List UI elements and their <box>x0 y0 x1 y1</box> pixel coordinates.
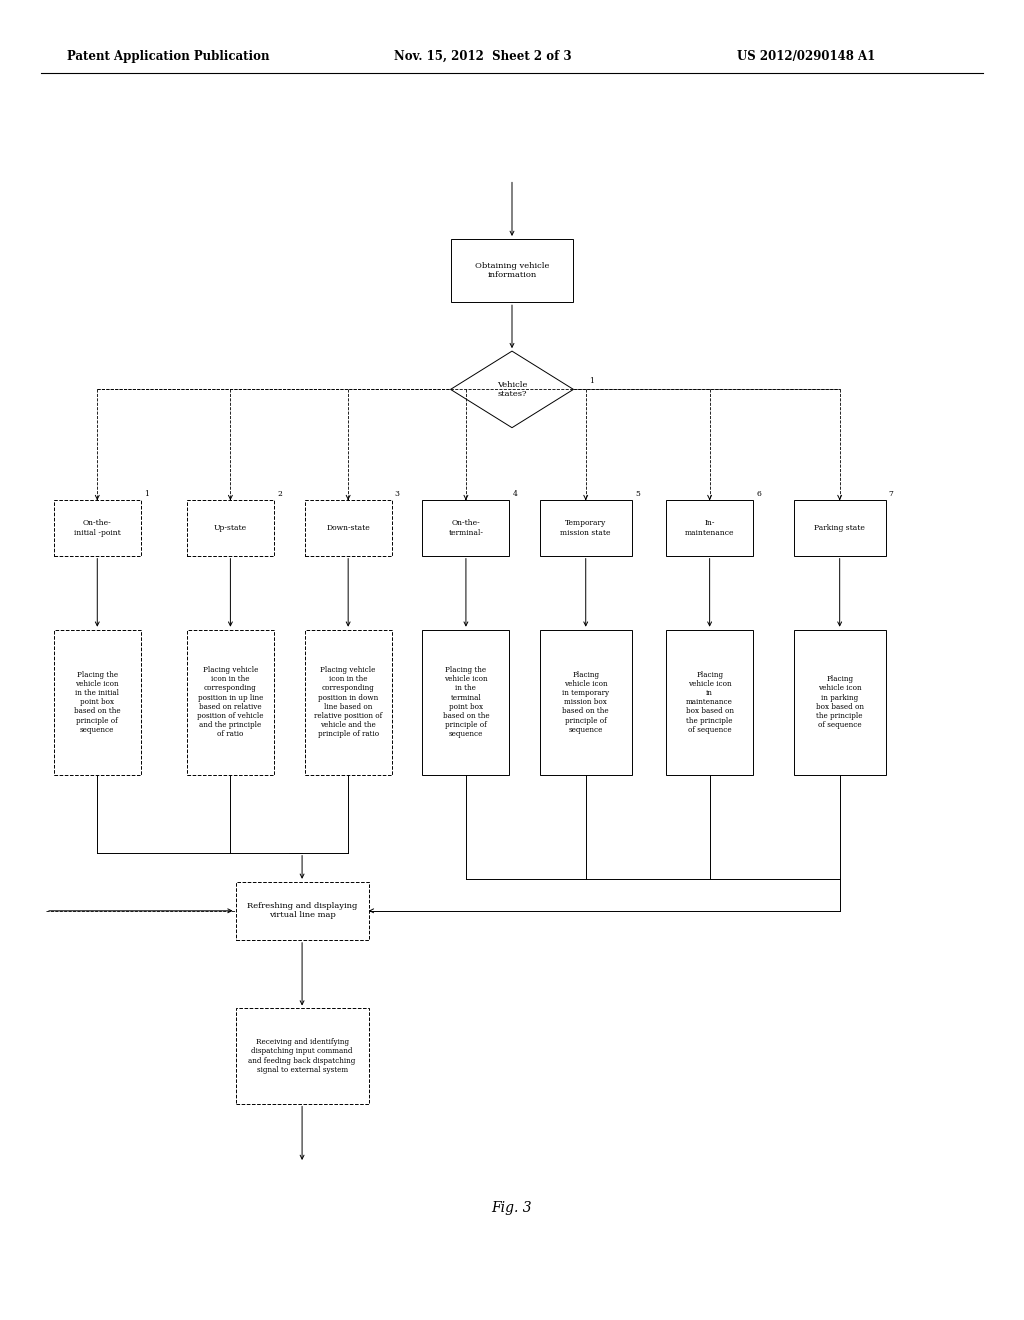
FancyBboxPatch shape <box>305 630 392 775</box>
FancyBboxPatch shape <box>305 500 392 556</box>
FancyBboxPatch shape <box>666 630 753 775</box>
FancyBboxPatch shape <box>451 239 573 302</box>
Text: Obtaining vehicle
information: Obtaining vehicle information <box>475 261 549 280</box>
FancyBboxPatch shape <box>666 500 753 556</box>
Text: Vehicle
states?: Vehicle states? <box>497 380 527 399</box>
Text: Nov. 15, 2012  Sheet 2 of 3: Nov. 15, 2012 Sheet 2 of 3 <box>394 50 571 63</box>
Text: US 2012/0290148 A1: US 2012/0290148 A1 <box>737 50 876 63</box>
Text: Temporary
mission state: Temporary mission state <box>560 519 611 537</box>
FancyBboxPatch shape <box>794 500 886 556</box>
Text: 6: 6 <box>756 490 761 499</box>
Polygon shape <box>451 351 573 428</box>
Text: Down-state: Down-state <box>327 524 370 532</box>
Text: Patent Application Publication: Patent Application Publication <box>67 50 269 63</box>
FancyBboxPatch shape <box>53 630 141 775</box>
Text: Parking state: Parking state <box>814 524 865 532</box>
Text: On-the-
terminal-: On-the- terminal- <box>449 519 483 537</box>
FancyBboxPatch shape <box>540 500 632 556</box>
FancyBboxPatch shape <box>236 882 369 940</box>
Text: 4: 4 <box>512 490 517 499</box>
FancyBboxPatch shape <box>53 500 141 556</box>
Text: On-the-
initial -point: On-the- initial -point <box>74 519 121 537</box>
Text: In-
maintenance: In- maintenance <box>685 519 734 537</box>
Text: 1: 1 <box>589 376 594 385</box>
Text: Placing the
vehicle icon
in the
terminal
point box
based on the
principle of
seq: Placing the vehicle icon in the terminal… <box>442 667 489 738</box>
Text: 2: 2 <box>276 490 282 499</box>
Text: 5: 5 <box>635 490 640 499</box>
FancyBboxPatch shape <box>423 500 510 556</box>
Text: Receiving and identifying
dispatching input command
and feeding back dispatching: Receiving and identifying dispatching in… <box>249 1039 355 1073</box>
Text: Placing the
vehicle icon
in the initial
point box
based on the
principle of
sequ: Placing the vehicle icon in the initial … <box>74 671 121 734</box>
FancyBboxPatch shape <box>540 630 632 775</box>
Text: 7: 7 <box>889 490 894 499</box>
Text: Placing vehicle
icon in the
corresponding
position in up line
based on relative
: Placing vehicle icon in the correspondin… <box>198 667 263 738</box>
FancyBboxPatch shape <box>794 630 886 775</box>
Text: 3: 3 <box>395 490 399 499</box>
FancyBboxPatch shape <box>186 630 274 775</box>
FancyBboxPatch shape <box>423 630 510 775</box>
Text: 1: 1 <box>143 490 148 499</box>
Text: Up-state: Up-state <box>214 524 247 532</box>
Text: Placing vehicle
icon in the
corresponding
position in down
line based on
relativ: Placing vehicle icon in the correspondin… <box>314 667 382 738</box>
Text: Placing
vehicle icon
in temporary
mission box
based on the
principle of
sequence: Placing vehicle icon in temporary missio… <box>562 671 609 734</box>
Text: Placing
vehicle icon
in parking
box based on
the principle
of sequence: Placing vehicle icon in parking box base… <box>816 676 863 729</box>
Text: Placing
vehicle icon
in
maintenance
box based on
the principle
of sequence: Placing vehicle icon in maintenance box … <box>686 671 733 734</box>
Text: Refreshing and displaying
virtual line map: Refreshing and displaying virtual line m… <box>247 902 357 920</box>
Text: Fig. 3: Fig. 3 <box>492 1201 532 1214</box>
FancyBboxPatch shape <box>186 500 274 556</box>
FancyBboxPatch shape <box>236 1008 369 1104</box>
